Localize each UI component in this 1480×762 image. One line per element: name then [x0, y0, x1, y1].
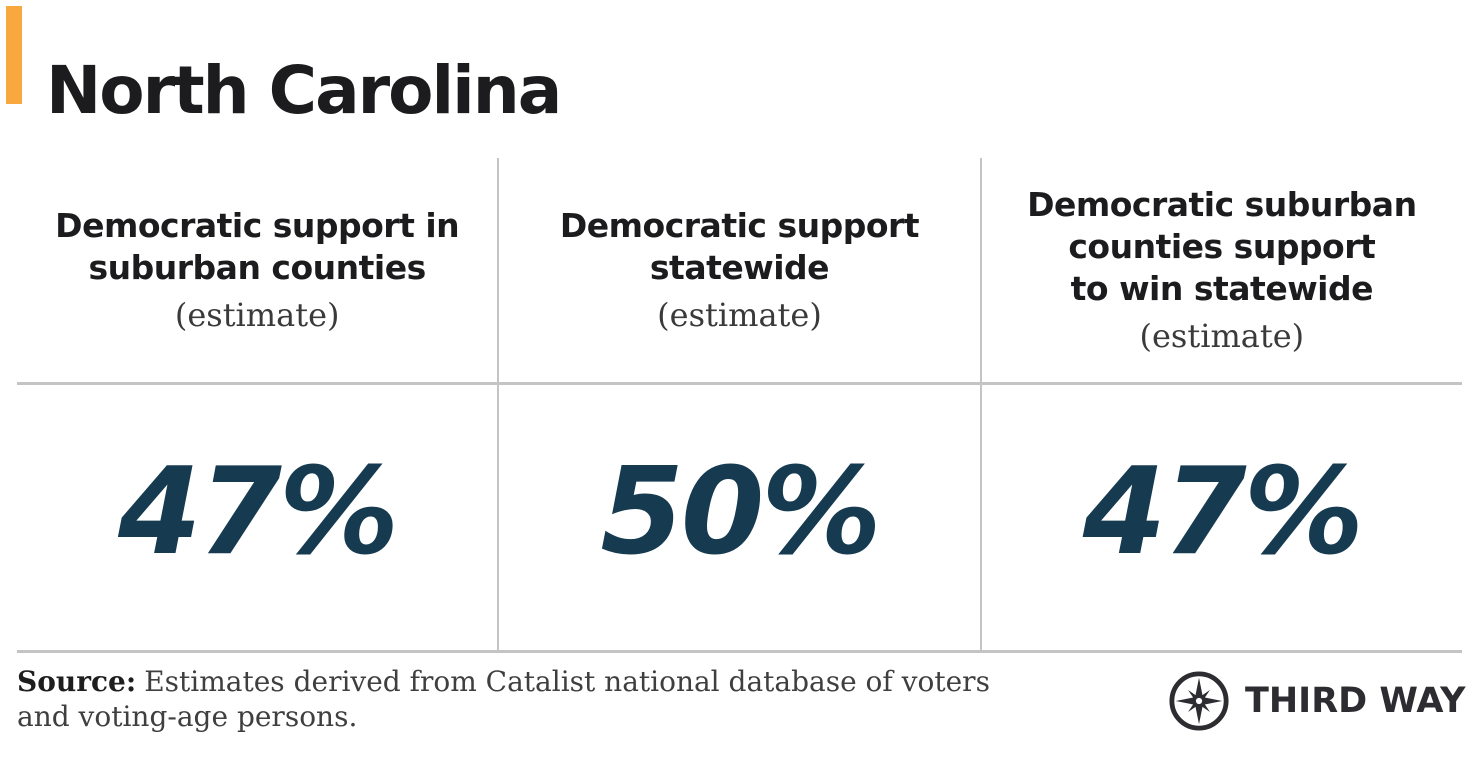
third-way-compass-icon	[1169, 671, 1229, 731]
column-header: Democratic suburban counties support to …	[981, 158, 1462, 385]
column-header-title: Democratic support in suburban counties	[55, 205, 459, 289]
source-label: Source:	[17, 665, 137, 698]
column-header-line: to win statewide	[1070, 269, 1374, 308]
column-header-line: Democratic support in	[55, 206, 460, 245]
stat-value: 47%	[1082, 442, 1364, 582]
estimate-qualifier: (estimate)	[657, 296, 822, 334]
stats-grid: Democratic support in suburban counties …	[17, 158, 1462, 653]
column-header: Democratic support statewide (estimate)	[499, 158, 980, 385]
estimate-qualifier: (estimate)	[174, 296, 340, 334]
column-header-title: Democratic support statewide	[559, 205, 920, 289]
source-note: Source: Estimates derived from Catalist n…	[17, 664, 1017, 734]
third-way-wordmark: THIRD WAY	[1245, 681, 1466, 721]
column-header-line: suburban counties	[88, 248, 427, 287]
stat-value: 47%	[118, 442, 399, 582]
title-accent-bar	[6, 6, 22, 104]
column-header-title: Democratic suburban counties support to …	[1027, 184, 1417, 310]
page-title: North Carolina	[46, 52, 562, 130]
column-header-line: Democratic suburban	[1027, 185, 1417, 224]
stat-value: 50%	[600, 442, 881, 582]
stat-value-cell: 50%	[499, 385, 979, 650]
stat-column-statewide-support: Democratic support statewide (estimate) …	[497, 158, 980, 650]
source-text: Estimates derived from Catalist national…	[17, 665, 990, 733]
column-header: Democratic support in suburban counties …	[17, 158, 498, 385]
column-header-line: Democratic support	[559, 206, 920, 245]
stat-column-suburban-support: Democratic support in suburban counties …	[17, 158, 498, 650]
third-way-logo: THIRD WAY	[1168, 670, 1466, 732]
column-header-line: statewide	[649, 248, 830, 287]
stat-value-cell: 47%	[982, 385, 1462, 650]
column-header-line: counties support	[1068, 227, 1376, 266]
stat-value-cell: 47%	[17, 385, 497, 650]
stat-column-support-to-win: Democratic suburban counties support to …	[979, 158, 1462, 650]
estimate-qualifier: (estimate)	[1139, 317, 1305, 355]
